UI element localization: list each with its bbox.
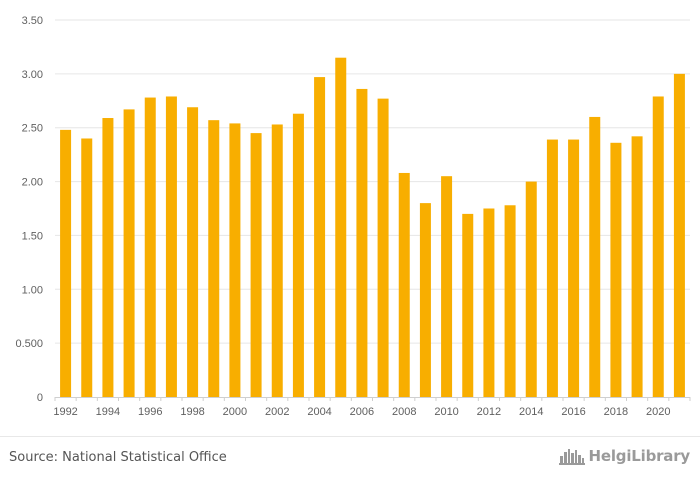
x-tick-label: 2020 [646,406,670,418]
y-tick-label: 0.500 [15,338,43,350]
bar [165,96,177,397]
x-tick-label: 2010 [434,406,458,418]
y-tick-label: 3.50 [22,15,43,27]
bar [483,208,495,397]
bar [292,113,304,397]
bar [419,203,431,397]
bar [102,118,114,398]
bar [546,139,558,397]
bar [208,120,220,397]
bar [568,139,580,397]
bar [144,97,156,397]
bar [610,142,622,397]
x-tick-label: 2000 [223,406,247,418]
bar [81,138,93,397]
x-tick-label: 2014 [519,406,543,418]
x-tick-label: 1992 [53,406,77,418]
bar [335,57,347,397]
x-tick-label: 1998 [180,406,204,418]
y-tick-label: 2.50 [22,123,43,135]
y-tick-label: 2.00 [22,177,43,189]
bar [504,205,516,397]
helgilibrary-logo[interactable]: HelgiLibrary [558,447,691,465]
bar [525,181,537,397]
bar [631,136,643,397]
x-tick-label: 2018 [604,406,628,418]
y-tick-label: 1.00 [22,284,43,296]
city-skyline-icon [558,449,585,465]
bar [673,73,685,397]
bar [377,98,389,397]
footer-divider [0,436,700,437]
bar [356,88,368,398]
bar [589,116,601,397]
bar [250,133,262,397]
x-tick-label: 2016 [561,406,585,418]
bar [462,213,474,397]
y-tick-label: 3.00 [22,69,43,81]
bar [314,77,326,398]
y-tick-label: 0 [37,392,43,404]
x-tick-label: 2012 [477,406,501,418]
y-tick-label: 1.50 [22,230,43,242]
bar [187,107,199,398]
source-note: Source: National Statistical Office [9,450,227,465]
x-tick-label: 2008 [392,406,416,418]
x-tick-label: 2006 [350,406,374,418]
x-tick-label: 2004 [307,406,331,418]
bar-chart: 0 0.500 1.00 1.50 2.00 2.50 3.00 3.50 1992 1994 19… [15,15,691,418]
bar [123,109,135,397]
x-tick-label: 2002 [265,406,289,418]
bar [271,124,283,398]
x-tick-label: 1994 [96,406,120,418]
chart-area: 0 0.500 1.00 1.50 2.00 2.50 3.00 3.50 1992 1994 19… [15,15,691,418]
bar [398,172,410,397]
bar [441,176,453,397]
logo-text: HelgiLibrary [588,447,691,465]
bar [60,129,72,397]
bar [229,123,241,398]
bar [652,96,664,397]
x-tick-label: 1996 [138,406,162,418]
